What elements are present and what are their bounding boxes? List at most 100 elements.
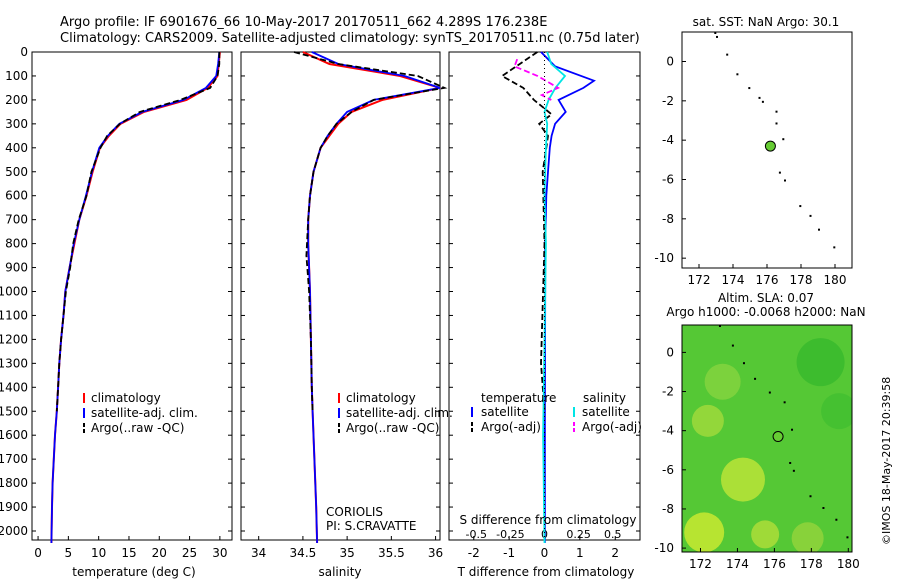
depth-tick-label: 1200	[0, 332, 28, 346]
series-line-climatology	[302, 51, 441, 544]
map-y-tick-label: -6	[662, 463, 674, 477]
x-tick-label: 10	[91, 546, 106, 560]
depth-tick-label: 200	[5, 93, 28, 107]
series-line-salinity-satellite	[542, 51, 567, 544]
coastline-dot	[818, 228, 820, 231]
x-tick-label: 30	[212, 546, 227, 560]
sla-anomaly-patch	[751, 520, 780, 549]
sla-map: 172 174 176 178 180 0 -2 -4 -6 -8 -10	[654, 325, 860, 571]
legend-label: satellite	[582, 405, 630, 419]
sst-map-title: sat. SST: NaN Argo: 30.1	[693, 15, 840, 29]
legend-label: satellite-adj. clim.	[346, 406, 453, 420]
map-x-tick-label: 172	[689, 557, 712, 571]
depth-tick-label: 1500	[0, 404, 28, 418]
coastline-dot	[833, 246, 836, 249]
depth-tick-label: 500	[5, 165, 28, 179]
x-tick-label: 25	[182, 546, 197, 560]
x-tick-label: 34	[251, 546, 266, 560]
x-tick-label: -1	[503, 546, 515, 560]
coastline-dot	[822, 506, 825, 509]
x-tick-label: 1	[576, 546, 584, 560]
map-x-tick-label: 174	[726, 557, 749, 571]
legend-label: satellite-adj. clim.	[91, 406, 198, 420]
sla-field	[682, 325, 852, 552]
x-tick-label: 15	[121, 546, 136, 560]
depth-tick-label: 400	[5, 141, 28, 155]
map-y-tick-label: -6	[662, 173, 674, 187]
depth-tick-label: 800	[5, 237, 28, 251]
depth-axis: 0 100 200 300 400 500 600 700 800 900 1000 1100 1200…	[0, 45, 640, 538]
temperature-legend: climatology satellite-adj. clim. Argo(..…	[83, 391, 198, 435]
salinity-legend: climatology satellite-adj. clim. Argo(..…	[338, 391, 453, 435]
depth-tick-label: 100	[5, 69, 28, 83]
pi-note: PI: S.CRAVATTE	[326, 519, 417, 533]
coastline-dot	[846, 536, 849, 539]
map-y-tick-label: -10	[654, 541, 674, 555]
map-x-tick-label: 178	[790, 273, 813, 287]
legend-label: Argo(..raw -QC)	[91, 421, 184, 435]
coastline-dot	[758, 96, 761, 99]
map-y-tick-label: 0	[666, 345, 674, 359]
depth-tick-label: 1400	[0, 380, 28, 394]
s-diff-tick-label: -0.5	[466, 528, 487, 541]
series-line-argo-raw-qc-	[293, 51, 448, 412]
depth-tick-label: 1100	[0, 308, 28, 322]
map-x-tick-label: 180	[824, 273, 847, 287]
map-x-tick-label: 172	[688, 273, 711, 287]
series-line-salinity-argo-adj-	[513, 58, 561, 101]
sla-anomaly-patch	[684, 512, 725, 552]
coastline-dot	[768, 391, 771, 394]
depth-tick-label: 2000	[0, 524, 28, 538]
map-x-tick-label: 174	[722, 273, 745, 287]
x-tick-label: 5	[65, 546, 73, 560]
series-line-climatology	[50, 51, 221, 544]
coastline-dot	[789, 461, 792, 464]
coastline-dot	[742, 362, 745, 365]
x-tick-label: 0	[541, 546, 549, 560]
map-y-tick-label: -10	[654, 251, 674, 265]
x-tick-label: 0	[34, 546, 42, 560]
series-line-satellite-adj-clim-	[307, 51, 441, 544]
sla-map-frame	[681, 324, 853, 553]
salinity-panel-frame	[240, 51, 441, 541]
sla-anomaly-patch	[720, 457, 765, 502]
map-y-tick-label: -2	[662, 385, 674, 399]
legend-label: Argo(-adj)	[582, 420, 642, 434]
coastline-dot	[791, 428, 794, 431]
depth-tick-label: 1900	[0, 500, 28, 514]
depth-tick-label: 600	[5, 189, 28, 203]
depth-tick-label: 900	[5, 261, 28, 275]
map-y-tick-label: -2	[662, 94, 674, 108]
depth-tick-label: 0	[20, 45, 28, 59]
coastline-dot	[731, 344, 734, 347]
figure-title-line2: Climatology: CARS2009. Satellite-adjuste…	[60, 31, 640, 46]
coastline-dot	[775, 122, 778, 125]
sla-map-title-line2: Argo h1000: -0.0068 h2000: NaN	[666, 305, 865, 319]
coastline-dot	[718, 325, 721, 327]
coastline-dot	[783, 401, 786, 404]
x-tick-label: 2	[611, 546, 619, 560]
coastline-dot	[714, 32, 717, 34]
coastline-dot	[716, 35, 718, 38]
series-line-satellite-adj-clim-	[50, 51, 221, 544]
s-diff-tick-label: -0.25	[496, 528, 524, 541]
data-center-note: CORIOLIS	[326, 505, 383, 519]
coastline-dot	[748, 87, 751, 90]
t-difference-xlabel: T difference from climatology	[457, 565, 635, 579]
x-tick-label: 35	[339, 546, 354, 560]
sst-map: 172 174 176 178 180 0 -2 -4 -6 -8 -10	[654, 32, 846, 287]
s-difference-xlabel: S difference from climatology	[460, 513, 637, 527]
series-line-argo-raw-qc-	[55, 52, 221, 412]
sla-anomaly-patch	[704, 363, 741, 400]
argo-location-marker	[764, 140, 776, 152]
coastline-dot	[754, 377, 757, 380]
map-x-tick-label: 178	[800, 557, 823, 571]
figure-title-line1: Argo profile: IF 6901676_66 10-May-2017 …	[60, 15, 547, 30]
x-tick-label: 34.5	[290, 546, 317, 560]
map-x-tick-label: 180	[837, 557, 860, 571]
sla-anomaly-patch	[796, 338, 845, 387]
legend-title-temperature: temperature	[481, 391, 556, 405]
sla-anomaly-patch	[691, 404, 724, 437]
series-line-temperature-satellite	[540, 51, 596, 543]
